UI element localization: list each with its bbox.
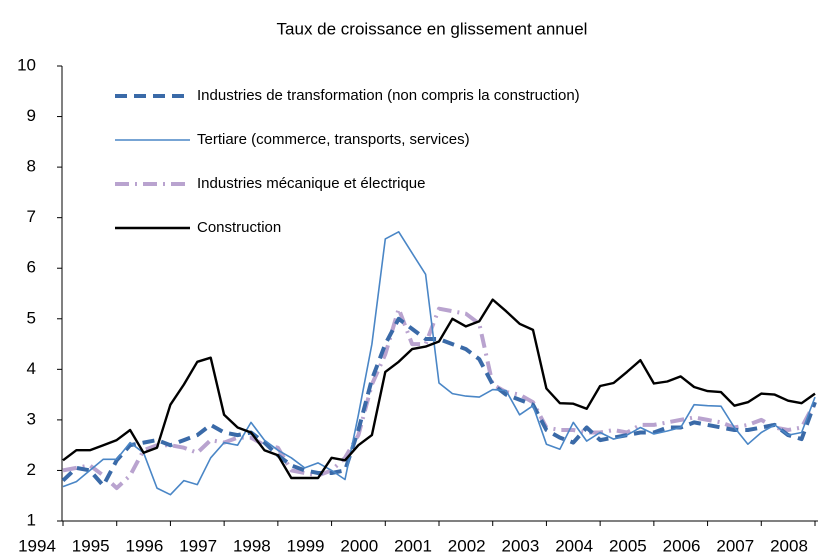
legend-label: Tertiare (commerce, transports, services… <box>197 131 470 148</box>
x-tick-label: 2000 <box>340 536 378 555</box>
legend-label: Construction <box>197 219 281 236</box>
x-tick-label: 1997 <box>179 536 217 555</box>
chart-title: Taux de croissance en glissement annuel <box>277 19 588 38</box>
y-tick-label: 3 <box>27 409 36 428</box>
y-tick-label: 2 <box>27 460 36 479</box>
x-tick-label: 2005 <box>609 536 647 555</box>
x-tick-label: 2001 <box>394 536 432 555</box>
x-tick-label: 2006 <box>663 536 701 555</box>
x-tick-label: 2002 <box>448 536 486 555</box>
x-tick-label: 1994 <box>18 536 56 555</box>
legend-label: Industries de transformation (non compri… <box>197 87 580 104</box>
y-tick-label: 5 <box>27 308 36 327</box>
series-line <box>62 231 816 496</box>
y-tick-label: 4 <box>27 359 36 378</box>
x-tick-label: 1995 <box>72 536 110 555</box>
y-tick-label: 1 <box>27 510 36 529</box>
y-tick-label: 7 <box>27 207 36 226</box>
y-tick-label: 6 <box>27 258 36 277</box>
legend: Industries de transformation (non compri… <box>115 87 580 236</box>
x-tick-label: 2007 <box>716 536 754 555</box>
series-line <box>61 316 817 488</box>
series-line <box>62 298 816 480</box>
x-tick-label: 2004 <box>555 536 593 555</box>
x-tick-label: 1996 <box>126 536 164 555</box>
series-line <box>62 306 817 491</box>
y-tick-label: 10 <box>17 55 36 74</box>
x-tick-label: 1998 <box>233 536 271 555</box>
y-tick-label: 9 <box>27 106 36 125</box>
x-tick-label: 2003 <box>502 536 540 555</box>
x-tick-label: 1999 <box>287 536 325 555</box>
legend-label: Industries mécanique et électrique <box>197 175 425 192</box>
x-tick-label: 2008 <box>770 536 808 555</box>
y-tick-label: 8 <box>27 157 36 176</box>
